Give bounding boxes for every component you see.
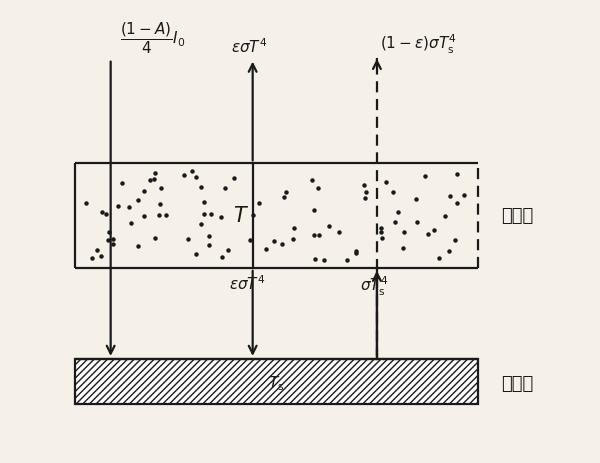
Text: $T_\mathrm{s}$: $T_\mathrm{s}$	[268, 375, 284, 393]
Text: 大　気: 大 気	[501, 206, 533, 225]
Text: $\dfrac{(1-A)}{4}I_0$: $\dfrac{(1-A)}{4}I_0$	[119, 21, 185, 56]
Text: $\sigma T_\mathrm{s}^4$: $\sigma T_\mathrm{s}^4$	[360, 275, 388, 298]
Bar	[75, 359, 478, 404]
Text: 地表面: 地表面	[501, 375, 533, 393]
Text: $\varepsilon\sigma T^4$: $\varepsilon\sigma T^4$	[232, 38, 268, 56]
Text: $T$: $T$	[233, 206, 249, 225]
Text: $(1-\varepsilon)\sigma T_\mathrm{s}^4$: $(1-\varepsilon)\sigma T_\mathrm{s}^4$	[380, 33, 457, 56]
Text: $\varepsilon\sigma T^4$: $\varepsilon\sigma T^4$	[229, 275, 265, 294]
